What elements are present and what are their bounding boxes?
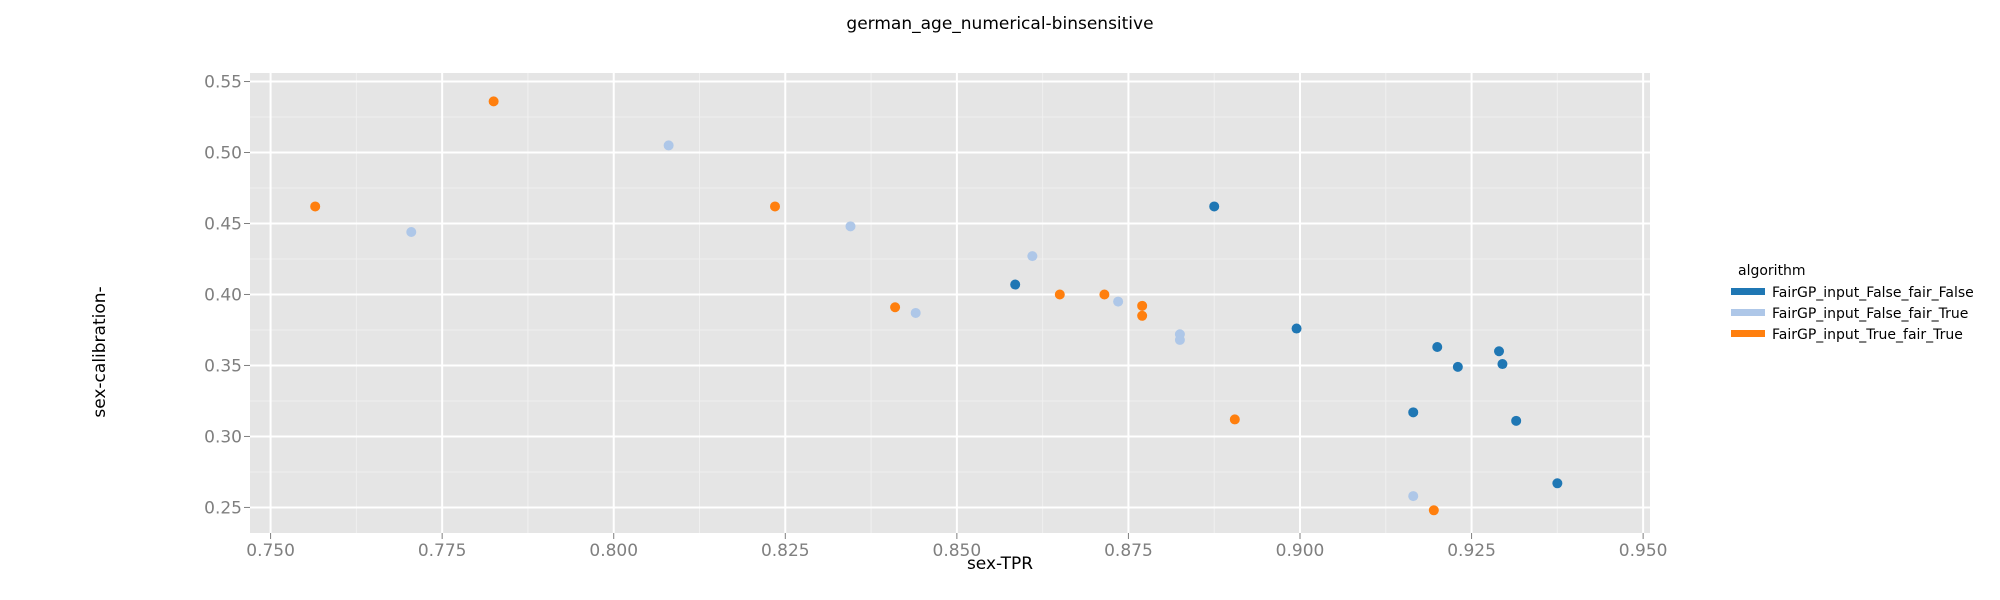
data-point — [770, 201, 780, 212]
data-point — [1552, 478, 1563, 489]
x-tick-label: 0.925 — [1447, 541, 1496, 561]
data-point — [1174, 334, 1185, 345]
y-tick-label: 0.25 — [204, 498, 242, 518]
legend-items: FairGP_input_False_fair_False FairGP_inpu… — [1731, 285, 1974, 343]
legend-label: FairGP_input_False_fair_True — [1772, 306, 1968, 322]
data-point — [1428, 505, 1439, 516]
data-point — [890, 302, 901, 313]
plot-panel — [250, 73, 1650, 533]
data-point — [1054, 289, 1065, 300]
x-tick-label: 0.775 — [418, 541, 467, 561]
data-point — [1099, 289, 1110, 300]
chart-title: german_age_numerical-binsensitive — [846, 14, 1153, 34]
data-point — [1408, 407, 1419, 418]
data-point — [1291, 323, 1302, 334]
data-point — [1113, 296, 1124, 307]
legend-title: algorithm — [1738, 263, 1806, 279]
x-axis: 0.750 0.775 0.800 0.825 0.850 0.875 0.900 0.925… — [246, 533, 1667, 561]
legend-label: FairGP_input_False_fair_False — [1772, 285, 1974, 301]
major-grid — [250, 73, 1650, 533]
data-point — [1137, 300, 1148, 311]
y-tick-label: 0.35 — [204, 356, 242, 376]
data-point — [1010, 279, 1021, 290]
legend-swatch — [1731, 288, 1765, 295]
data-point — [1432, 342, 1443, 353]
x-tick-label: 0.825 — [761, 541, 810, 561]
x-axis-title: sex-TPR — [967, 554, 1033, 574]
data-point — [1452, 361, 1463, 372]
x-tick-label: 0.950 — [1619, 541, 1668, 561]
legend: algorithm FairGP_input_False_fair_FalseF… — [1731, 263, 1974, 343]
data-point — [1497, 359, 1508, 370]
y-axis: 0.25 0.30 0.35 0.40 0.45 0.50 0.55 — [204, 73, 250, 518]
minor-grid — [250, 73, 1650, 533]
data-point — [1408, 491, 1419, 502]
data-point — [1027, 251, 1038, 262]
y-tick-label: 0.30 — [204, 427, 242, 447]
data-point — [910, 307, 921, 318]
y-tick-label: 0.50 — [204, 144, 242, 164]
x-tick-label: 0.900 — [1276, 541, 1325, 561]
data-point — [406, 227, 417, 238]
data-points — [310, 96, 1563, 516]
data-point — [1137, 310, 1148, 321]
data-point — [1229, 414, 1240, 425]
data-point — [1494, 346, 1505, 357]
data-point — [488, 96, 499, 107]
y-tick-label: 0.55 — [204, 73, 242, 93]
data-point — [663, 140, 674, 151]
legend-swatch — [1731, 330, 1765, 337]
x-tick-label: 0.875 — [1104, 541, 1153, 561]
x-tick-label: 0.800 — [589, 541, 638, 561]
x-tick-label: 0.750 — [246, 541, 295, 561]
legend-label: FairGP_input_True_fair_True — [1772, 327, 1963, 343]
data-point — [1209, 201, 1220, 212]
y-tick-label: 0.45 — [204, 214, 242, 234]
data-point — [1511, 415, 1522, 426]
data-point — [310, 201, 321, 212]
y-tick-label: 0.40 — [204, 285, 242, 305]
x-tick-label: 0.850 — [933, 541, 982, 561]
legend-swatch — [1731, 309, 1765, 316]
y-axis-title: sex-calibration- — [90, 286, 110, 417]
data-point — [845, 221, 856, 232]
